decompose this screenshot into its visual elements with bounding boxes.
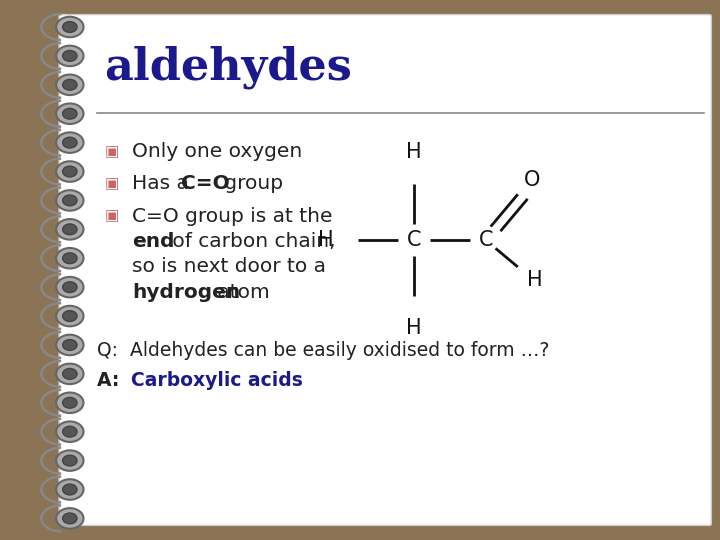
- Text: atom: atom: [211, 282, 270, 302]
- Text: C: C: [479, 230, 493, 251]
- Text: ▣: ▣: [104, 176, 119, 191]
- Ellipse shape: [63, 195, 77, 206]
- Ellipse shape: [56, 248, 84, 268]
- Ellipse shape: [63, 397, 77, 408]
- FancyBboxPatch shape: [59, 15, 711, 525]
- Ellipse shape: [56, 17, 84, 37]
- Ellipse shape: [63, 455, 77, 466]
- Text: ▣: ▣: [104, 208, 119, 224]
- Ellipse shape: [56, 508, 84, 529]
- Text: C=O: C=O: [181, 174, 230, 193]
- Ellipse shape: [63, 109, 77, 119]
- Ellipse shape: [56, 421, 84, 442]
- Text: of carbon chain,: of carbon chain,: [166, 232, 336, 251]
- Text: H: H: [318, 230, 334, 251]
- Ellipse shape: [63, 310, 77, 321]
- Ellipse shape: [63, 368, 77, 379]
- Ellipse shape: [63, 79, 77, 90]
- Ellipse shape: [56, 450, 84, 471]
- Ellipse shape: [56, 75, 84, 95]
- Text: A:: A:: [97, 371, 132, 390]
- Ellipse shape: [56, 363, 84, 384]
- Text: O: O: [524, 170, 541, 190]
- Ellipse shape: [56, 306, 84, 326]
- Text: C=O group is at the: C=O group is at the: [132, 206, 332, 226]
- Ellipse shape: [63, 22, 77, 32]
- Ellipse shape: [56, 335, 84, 355]
- Text: Carboxylic acids: Carboxylic acids: [131, 371, 303, 390]
- Ellipse shape: [63, 224, 77, 235]
- Ellipse shape: [63, 513, 77, 524]
- Text: group: group: [218, 174, 283, 193]
- Text: end: end: [132, 232, 174, 251]
- Ellipse shape: [63, 426, 77, 437]
- Ellipse shape: [56, 277, 84, 298]
- Text: hydrogen: hydrogen: [132, 282, 240, 302]
- Ellipse shape: [63, 166, 77, 177]
- Text: so is next door to a: so is next door to a: [132, 257, 325, 276]
- Ellipse shape: [56, 161, 84, 182]
- Ellipse shape: [56, 46, 84, 66]
- Ellipse shape: [56, 104, 84, 124]
- Text: ▣: ▣: [104, 144, 119, 159]
- Ellipse shape: [63, 484, 77, 495]
- Ellipse shape: [56, 393, 84, 413]
- Text: C: C: [407, 230, 421, 251]
- Text: Q:  Aldehydes can be easily oxidised to form …?: Q: Aldehydes can be easily oxidised to f…: [97, 341, 549, 361]
- Ellipse shape: [56, 132, 84, 153]
- Text: aldehydes: aldehydes: [104, 46, 352, 89]
- Ellipse shape: [56, 479, 84, 500]
- Text: Only one oxygen: Only one oxygen: [132, 141, 302, 161]
- Ellipse shape: [63, 253, 77, 264]
- Ellipse shape: [63, 137, 77, 148]
- Ellipse shape: [63, 282, 77, 293]
- Ellipse shape: [63, 340, 77, 350]
- Text: H: H: [406, 318, 422, 338]
- Text: H: H: [527, 271, 542, 291]
- Ellipse shape: [56, 190, 84, 211]
- Ellipse shape: [56, 219, 84, 240]
- Ellipse shape: [63, 51, 77, 62]
- Text: H: H: [406, 143, 422, 163]
- Text: Has a: Has a: [132, 174, 195, 193]
